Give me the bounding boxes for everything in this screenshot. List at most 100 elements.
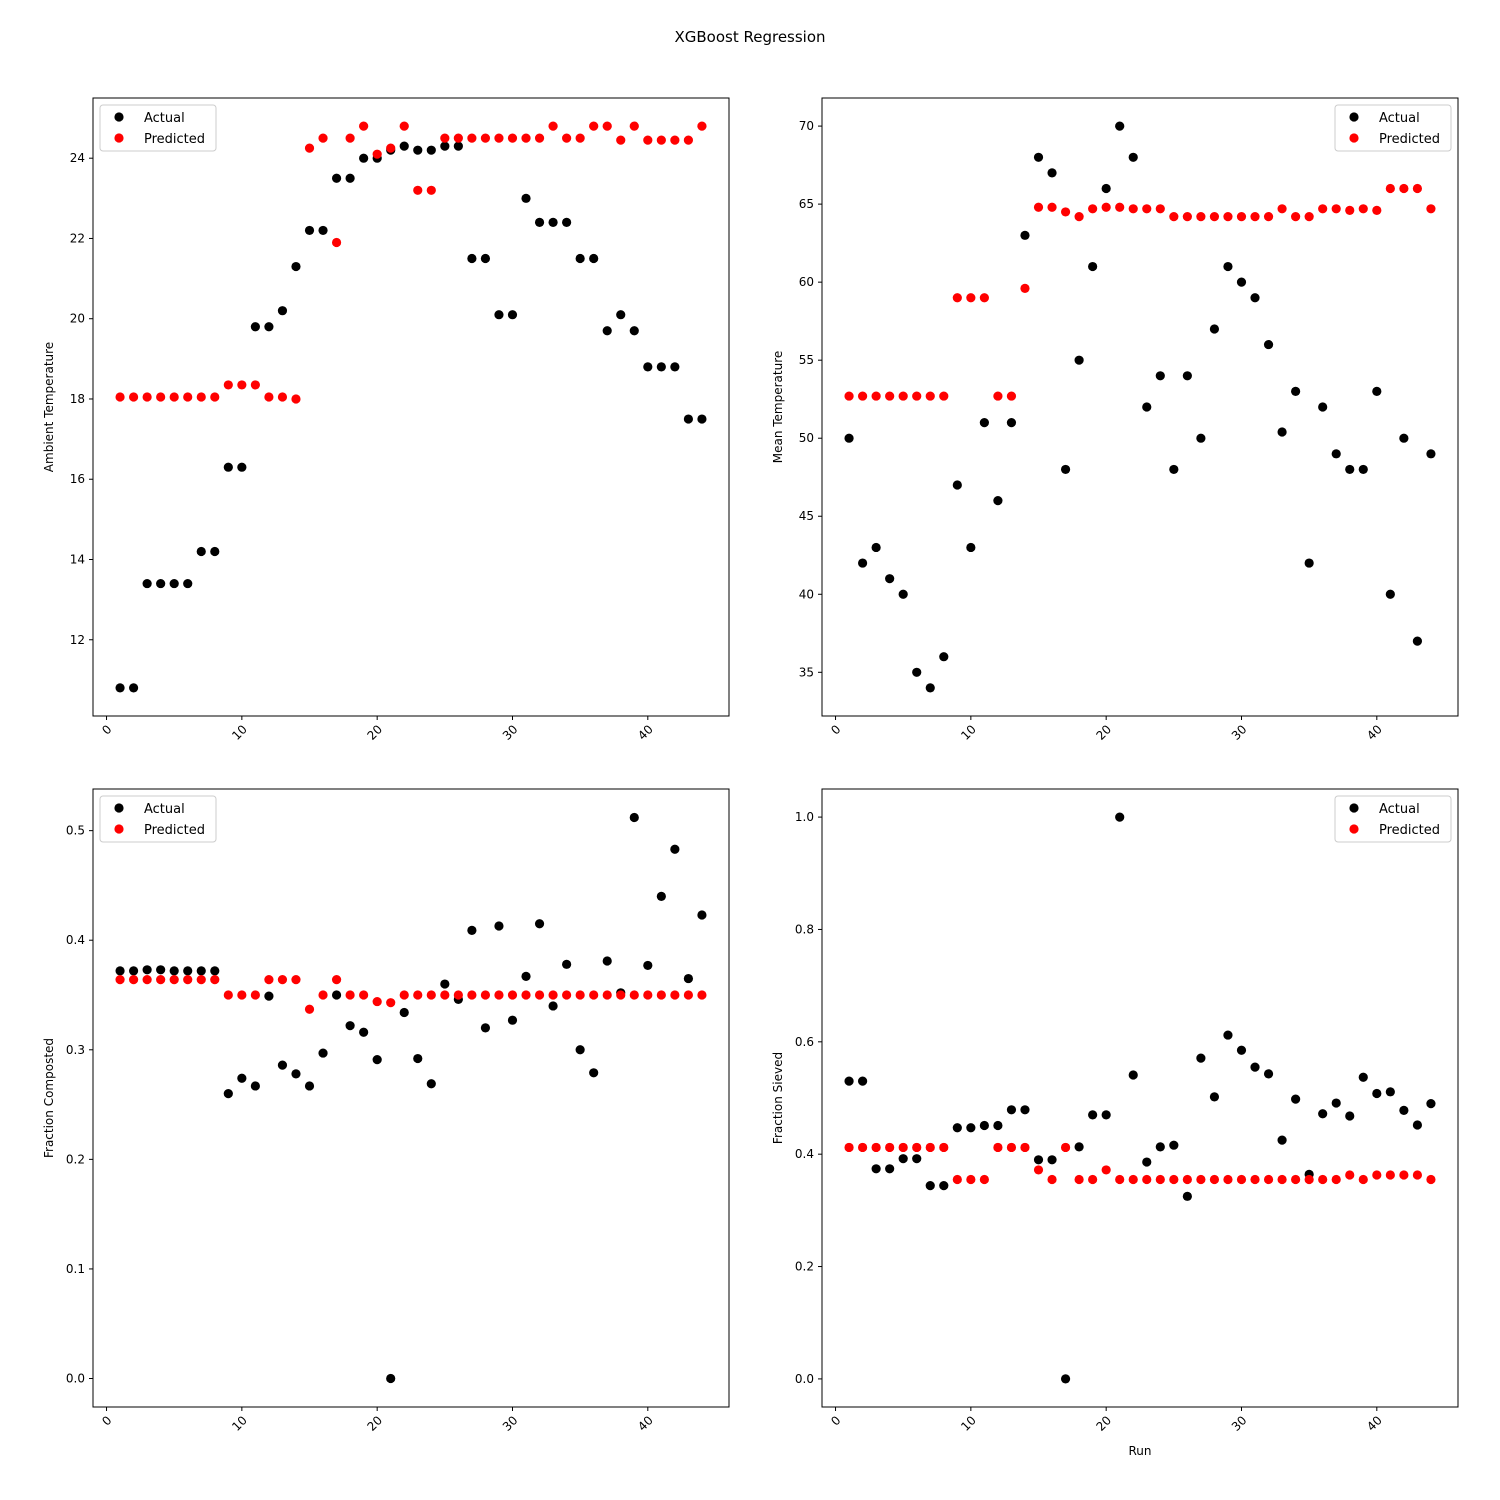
data-point-actual <box>979 1120 989 1131</box>
legend-marker <box>114 803 124 813</box>
data-point-actual <box>480 253 491 264</box>
y-tick-label: 65 <box>799 197 814 211</box>
data-point-predicted <box>534 990 545 1000</box>
data-point-actual <box>521 971 531 981</box>
series-actual <box>115 812 707 1384</box>
data-point-actual <box>1182 371 1192 381</box>
data-point-actual <box>1236 277 1247 287</box>
data-point-predicted <box>1277 204 1287 214</box>
data-point-actual <box>683 414 694 424</box>
data-point-actual <box>210 966 220 976</box>
data-point-predicted <box>912 1142 922 1153</box>
data-point-actual <box>589 253 599 264</box>
data-point-actual <box>885 574 895 584</box>
data-point-predicted <box>898 1142 908 1153</box>
data-point-predicted <box>548 121 558 131</box>
data-point-predicted <box>1236 212 1247 222</box>
data-point-actual <box>1412 1120 1423 1130</box>
x-tick-label: 30 <box>1229 1413 1250 1434</box>
y-tick-label: 60 <box>799 275 814 289</box>
data-point-actual <box>1101 183 1111 194</box>
data-point-actual <box>670 362 680 372</box>
data-point-predicted <box>1088 204 1098 214</box>
data-point-predicted <box>169 392 179 402</box>
data-point-actual <box>925 1181 935 1191</box>
axes-frame <box>92 788 730 1408</box>
data-point-actual <box>1399 1105 1409 1115</box>
data-point-actual <box>196 546 206 557</box>
data-point-predicted <box>844 1142 854 1153</box>
x-tick-label: 40 <box>635 722 656 743</box>
data-point-actual <box>1115 812 1125 822</box>
data-point-predicted <box>966 1174 976 1185</box>
data-point-predicted <box>1291 212 1301 222</box>
x-tick-label: 10 <box>229 1413 250 1434</box>
data-point-actual <box>359 153 369 163</box>
data-point-predicted <box>1412 183 1423 194</box>
data-point-predicted <box>1372 205 1382 215</box>
data-point-actual <box>169 578 179 589</box>
data-point-actual <box>1250 293 1260 303</box>
y-tick-label: 55 <box>799 353 814 367</box>
data-point-predicted <box>1020 283 1030 293</box>
data-point-predicted <box>1263 212 1274 222</box>
data-point-actual <box>1128 1070 1138 1080</box>
data-point-actual <box>1088 1110 1098 1120</box>
data-point-actual <box>952 480 962 490</box>
legend-label: Predicted <box>144 823 205 838</box>
data-point-predicted <box>331 975 342 985</box>
data-point-predicted <box>386 998 396 1008</box>
legend-marker <box>114 133 124 143</box>
data-point-predicted <box>1318 204 1328 214</box>
data-point-predicted <box>993 391 1003 401</box>
data-point-actual <box>250 322 260 332</box>
data-point-actual <box>237 462 247 472</box>
data-point-actual <box>413 1053 423 1064</box>
data-point-predicted <box>264 975 274 985</box>
data-point-predicted <box>196 975 206 985</box>
legend-marker <box>114 112 124 122</box>
data-point-actual <box>643 960 653 971</box>
y-tick-label: 0.0 <box>795 1372 814 1386</box>
data-point-predicted <box>939 1142 949 1153</box>
x-tick-label: 0 <box>99 1413 114 1428</box>
series-predicted <box>844 1142 1436 1185</box>
data-point-predicted <box>534 133 545 143</box>
data-point-predicted <box>1047 1174 1057 1185</box>
data-point-predicted <box>562 133 572 143</box>
data-point-actual <box>871 1164 881 1174</box>
data-point-predicted <box>602 121 612 131</box>
data-point-actual <box>237 1073 247 1083</box>
data-point-predicted <box>291 394 301 404</box>
y-tick-label: 0.2 <box>795 1260 814 1274</box>
data-point-actual <box>480 1023 491 1033</box>
y-axis-label: Ambient Temperature <box>42 342 56 472</box>
data-point-actual <box>1345 464 1355 475</box>
data-point-actual <box>304 225 315 236</box>
data-point-predicted <box>372 996 382 1007</box>
series-predicted <box>115 975 707 1014</box>
y-tick-label: 24 <box>70 151 85 165</box>
data-point-actual <box>1128 152 1138 162</box>
data-point-actual <box>304 1081 315 1091</box>
data-point-predicted <box>1385 183 1395 194</box>
data-point-predicted <box>966 293 976 303</box>
subplot-1: 12 14 16 18 20 22 24 0 10 20 30 40 Ambient Temperatu… <box>42 97 730 743</box>
data-point-actual <box>1223 1030 1233 1040</box>
data-point-actual <box>494 310 504 320</box>
data-point-predicted <box>1006 391 1017 401</box>
data-point-predicted <box>345 133 355 143</box>
data-point-actual <box>399 141 409 151</box>
data-point-predicted <box>1101 1165 1111 1175</box>
data-point-predicted <box>1331 204 1341 214</box>
data-point-predicted <box>1399 1170 1409 1180</box>
x-tick-label: 20 <box>365 722 386 743</box>
data-point-actual <box>871 542 881 553</box>
data-point-predicted <box>1060 1142 1071 1153</box>
data-point-predicted <box>1169 1174 1179 1185</box>
data-point-actual <box>1345 1111 1355 1121</box>
data-point-actual <box>670 844 680 854</box>
y-tick-label: 70 <box>799 119 814 133</box>
data-point-actual <box>966 542 976 553</box>
data-point-predicted <box>1304 1174 1314 1185</box>
